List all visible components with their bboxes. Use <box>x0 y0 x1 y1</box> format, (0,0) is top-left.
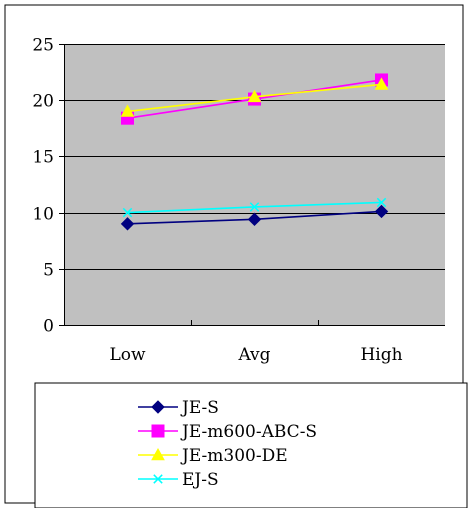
data-point <box>374 77 389 90</box>
data-point <box>153 474 163 484</box>
legend-entry: EJ-S <box>138 470 219 490</box>
data-point <box>249 202 260 212</box>
y-tick-label: 20 <box>32 92 54 112</box>
data-point <box>247 89 262 103</box>
series-group <box>120 73 389 231</box>
legend-label: JE-S <box>180 398 219 418</box>
legend-label: JE-m600-ABC-S <box>180 422 317 442</box>
data-point <box>120 104 135 117</box>
legend-box <box>34 382 468 508</box>
series-ej-s <box>122 197 387 218</box>
y-tick-label: 10 <box>32 205 54 225</box>
legend: JE-S JE-m600-ABC-S JE-m300-DE EJ-S <box>34 382 468 508</box>
data-point <box>151 400 165 414</box>
legend-entry: JE-m600-ABC-S <box>138 422 317 442</box>
x-tick-label: Low <box>109 345 146 365</box>
legend-entry: JE-m300-DE <box>138 446 288 466</box>
legend-label: EJ-S <box>182 470 219 490</box>
data-point <box>247 212 262 227</box>
y-tick-label: 5 <box>43 261 54 281</box>
x-tick-label: Avg <box>237 345 270 365</box>
x-tick-label: High <box>360 345 402 365</box>
axes <box>59 44 445 326</box>
legend-entry: JE-S <box>138 398 219 418</box>
data-point <box>151 447 165 461</box>
y-tick-label: 0 <box>43 317 54 337</box>
series-je-m300-de <box>120 77 389 117</box>
data-point <box>376 197 387 208</box>
legend-label: JE-m300-DE <box>180 446 288 466</box>
tick-labels: 0 5 10 15 20 25 Low Avg High <box>32 36 402 366</box>
y-tick-label: 15 <box>32 148 54 168</box>
data-point <box>120 217 135 231</box>
data-point <box>122 207 133 218</box>
data-point <box>151 424 165 438</box>
data-point <box>374 204 389 219</box>
series-je-s <box>120 204 389 231</box>
y-tick-label: 25 <box>32 36 54 56</box>
